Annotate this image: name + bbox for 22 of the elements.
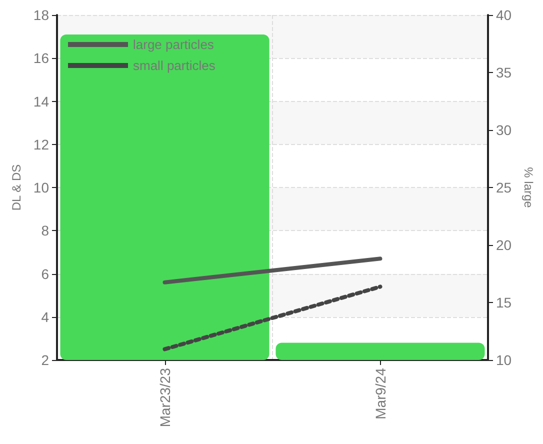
y2-tick-label: 15	[496, 294, 512, 310]
legend-label: large particles	[133, 37, 214, 52]
y-tick-label: 4	[41, 308, 50, 325]
y2-tick-label: 25	[496, 180, 512, 196]
y2-tick-label: 20	[496, 237, 512, 253]
y-axis-title: DL & DS	[10, 164, 24, 211]
y2-tick-label: 30	[496, 122, 512, 138]
y-tick-label: 2	[41, 352, 50, 368]
legend-label: small particles	[133, 58, 216, 73]
y-tick-label: 6	[41, 266, 50, 282]
y-tick-label: 8	[41, 222, 50, 239]
y-tick-label: 12	[33, 136, 50, 152]
x-tick-label: Mar9/24	[372, 368, 388, 420]
y-tick-label: 16	[33, 50, 50, 66]
y-tick-label: 18	[33, 7, 50, 23]
y-tick-label: 10	[33, 180, 50, 196]
y2-tick-label: 40	[496, 7, 512, 23]
y-tick-label: 14	[33, 93, 50, 110]
x-tick-label: Mar23/23	[156, 368, 173, 428]
y2-tick-label: 10	[496, 352, 512, 368]
y2-axis-title: % large	[521, 167, 536, 208]
y2-tick-label: 35	[496, 64, 512, 80]
